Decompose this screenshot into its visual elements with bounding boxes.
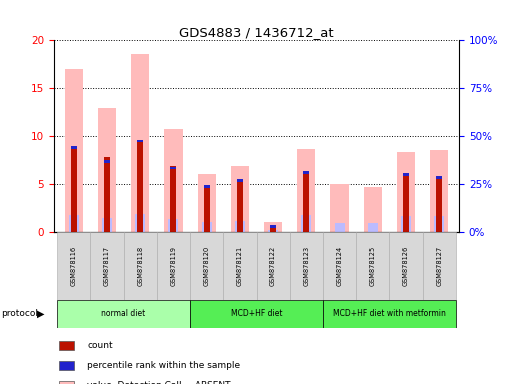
Bar: [297, 149, 315, 232]
Bar: [256, 232, 290, 300]
Text: GSM878125: GSM878125: [370, 246, 376, 286]
Bar: [90, 232, 124, 300]
Bar: [434, 216, 444, 232]
Bar: [202, 222, 212, 232]
Bar: [268, 230, 278, 232]
Bar: [330, 184, 349, 232]
Bar: [204, 185, 210, 232]
Text: MCD+HF diet with metformin: MCD+HF diet with metformin: [333, 310, 446, 318]
Bar: [334, 223, 345, 232]
Bar: [237, 179, 243, 182]
Bar: [270, 225, 276, 228]
Text: value, Detection Call = ABSENT: value, Detection Call = ABSENT: [87, 381, 231, 384]
Bar: [198, 174, 216, 232]
Bar: [397, 152, 415, 232]
Bar: [290, 232, 323, 300]
Bar: [98, 108, 116, 232]
Bar: [270, 227, 276, 232]
Bar: [430, 150, 448, 232]
Bar: [168, 219, 179, 232]
Bar: [157, 232, 190, 300]
Bar: [102, 218, 112, 232]
Bar: [164, 129, 183, 232]
Bar: [190, 300, 323, 328]
Bar: [104, 157, 110, 232]
Text: GSM878124: GSM878124: [337, 246, 343, 286]
Bar: [436, 176, 442, 179]
Text: protocol: protocol: [1, 310, 38, 318]
Bar: [389, 232, 423, 300]
Text: count: count: [87, 341, 113, 350]
Text: normal diet: normal diet: [102, 310, 146, 318]
Bar: [403, 173, 409, 176]
Bar: [235, 221, 245, 232]
Title: GDS4883 / 1436712_at: GDS4883 / 1436712_at: [179, 26, 334, 39]
Bar: [323, 232, 356, 300]
Bar: [368, 223, 378, 232]
Bar: [57, 300, 190, 328]
Bar: [57, 232, 90, 300]
Bar: [170, 166, 176, 232]
Text: MCD+HF diet: MCD+HF diet: [231, 310, 282, 318]
Bar: [237, 180, 243, 232]
Bar: [423, 232, 456, 300]
Bar: [364, 187, 382, 232]
Bar: [137, 140, 143, 142]
Bar: [356, 232, 389, 300]
Text: GSM878121: GSM878121: [237, 246, 243, 286]
Bar: [231, 166, 249, 232]
Bar: [303, 173, 309, 232]
Bar: [301, 215, 311, 232]
Bar: [223, 232, 256, 300]
Bar: [204, 185, 210, 187]
Text: GSM878117: GSM878117: [104, 246, 110, 286]
Bar: [264, 222, 282, 232]
Bar: [104, 160, 110, 163]
Bar: [190, 232, 223, 300]
Text: GSM878127: GSM878127: [436, 246, 442, 286]
Bar: [303, 171, 309, 174]
Bar: [65, 69, 83, 232]
Bar: [71, 146, 77, 232]
Bar: [436, 176, 442, 232]
Bar: [137, 140, 143, 232]
Text: GSM878123: GSM878123: [303, 246, 309, 286]
Bar: [124, 232, 157, 300]
Text: GSM878119: GSM878119: [170, 246, 176, 286]
Text: GSM878126: GSM878126: [403, 246, 409, 286]
Bar: [71, 146, 77, 149]
Bar: [403, 174, 409, 232]
Text: GSM878120: GSM878120: [204, 246, 210, 286]
Text: GSM878116: GSM878116: [71, 246, 77, 286]
Bar: [401, 216, 411, 232]
Text: GSM878122: GSM878122: [270, 246, 276, 286]
Bar: [131, 54, 149, 232]
Text: percentile rank within the sample: percentile rank within the sample: [87, 361, 240, 370]
Bar: [323, 300, 456, 328]
Bar: [170, 167, 176, 169]
Text: ▶: ▶: [37, 309, 45, 319]
Bar: [69, 215, 79, 232]
Bar: [135, 214, 145, 232]
Text: GSM878118: GSM878118: [137, 246, 143, 286]
